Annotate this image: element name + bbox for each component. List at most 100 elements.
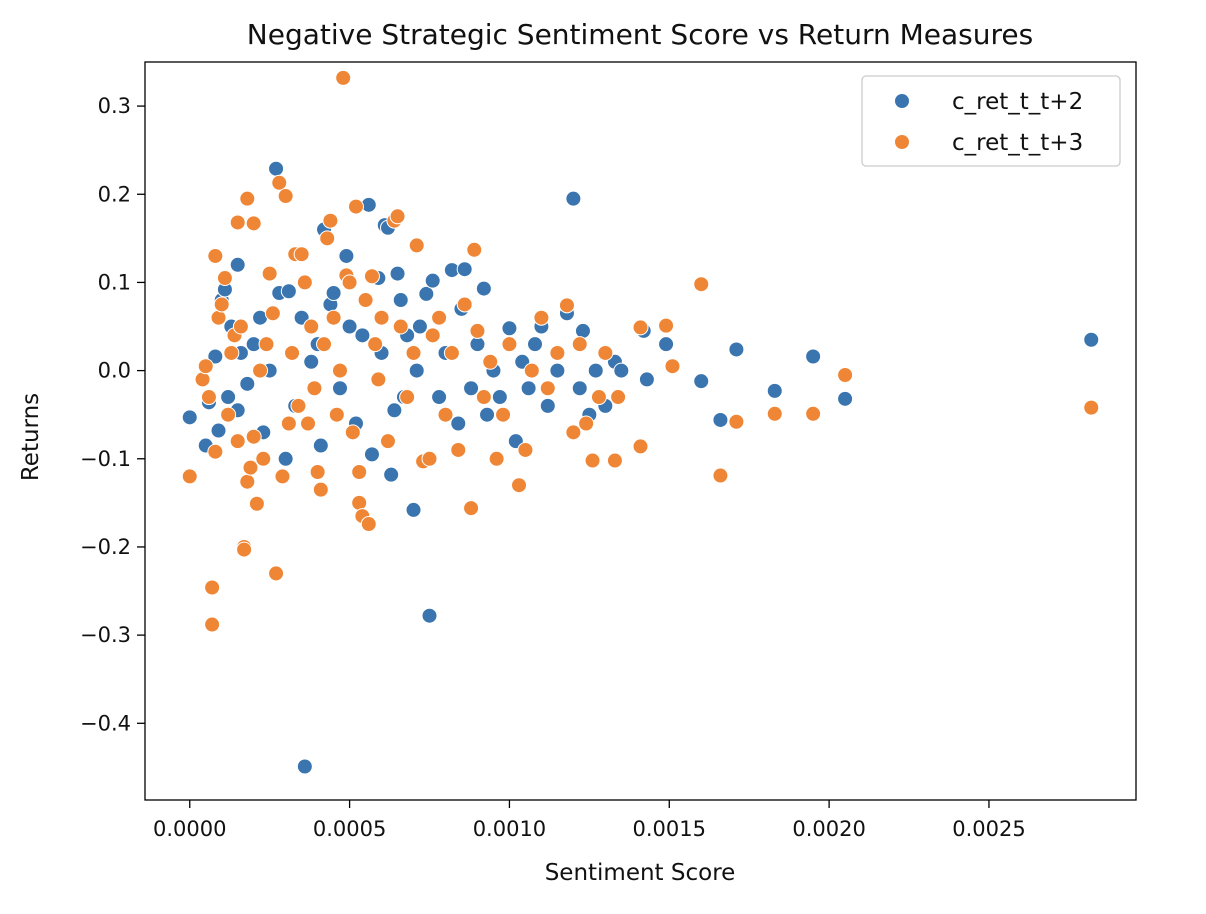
data-point [405, 344, 422, 361]
data-point [501, 336, 518, 353]
data-point [549, 344, 566, 361]
data-point [405, 501, 422, 518]
data-point [456, 296, 473, 313]
data-point [383, 466, 400, 483]
data-point [431, 309, 448, 326]
x-axis: 0.0000 0.0005 0.0010 0.0015 0.0020 0.0025 [153, 800, 1026, 841]
legend-marker-c-ret-t-t-3 [894, 134, 910, 150]
data-point [220, 389, 237, 406]
data-point [712, 411, 729, 428]
data-point [312, 481, 329, 498]
data-point [322, 212, 339, 229]
data-point [443, 344, 460, 361]
y-axis-label: Returns [18, 393, 44, 481]
x-tick-label: 0.0015 [633, 817, 706, 841]
data-point [309, 464, 326, 480]
data-point [408, 362, 425, 379]
data-point [332, 380, 348, 397]
data-point [766, 405, 783, 422]
data-point [351, 464, 368, 480]
data-point [389, 265, 406, 282]
data-point [210, 422, 227, 439]
data-point [332, 362, 348, 379]
data-point [408, 237, 425, 254]
data-point [466, 241, 483, 258]
data-point [431, 389, 448, 406]
data-point [571, 380, 588, 397]
data-point [319, 230, 336, 247]
data-point [590, 389, 607, 406]
data-point [837, 367, 854, 384]
y-tick-label: −0.3 [80, 623, 131, 647]
x-tick-label: 0.0005 [313, 817, 386, 841]
data-point [424, 327, 441, 344]
data-point [638, 371, 655, 388]
data-point [303, 318, 320, 335]
plot-area [144, 61, 1137, 801]
data-point [245, 215, 262, 232]
data-point [274, 468, 291, 485]
x-tick-label: 0.0010 [473, 817, 546, 841]
data-point [181, 409, 198, 426]
x-tick-label: 0.0020 [792, 817, 865, 841]
data-point [501, 320, 518, 337]
data-point [606, 452, 623, 469]
series-2 [181, 69, 1100, 633]
data-point [207, 443, 224, 460]
data-point [341, 318, 358, 335]
y-axis: −0.4 −0.3 −0.2 −0.1 0.0 0.1 0.2 0.3 [80, 94, 145, 735]
y-tick-label: 0.0 [98, 359, 131, 383]
data-point [658, 336, 675, 353]
data-point [357, 292, 374, 309]
data-point [578, 415, 595, 432]
data-point [213, 296, 230, 313]
y-tick-label: −0.1 [80, 447, 131, 471]
data-point [255, 450, 272, 467]
data-point [268, 565, 285, 582]
data-point [220, 406, 237, 423]
data-point [252, 362, 269, 379]
data-point [363, 446, 380, 463]
data-point [229, 214, 246, 231]
data-point [216, 270, 233, 287]
data-point [290, 397, 307, 414]
data-point [341, 274, 358, 291]
data-point [280, 415, 297, 432]
data-point [728, 413, 745, 430]
data-point [338, 247, 355, 264]
plot-frame [144, 61, 1137, 801]
data-point [664, 358, 681, 375]
data-point [335, 69, 352, 86]
data-point [475, 389, 492, 406]
data-point [261, 265, 278, 282]
data-point [210, 309, 227, 326]
legend-label-c-ret-t-t-3: c_ret_t_t+3 [952, 130, 1083, 156]
data-point [632, 438, 649, 455]
data-point [242, 459, 259, 476]
data-point [539, 397, 556, 414]
data-point [693, 276, 710, 293]
legend-marker-c-ret-t-t-2 [894, 93, 910, 109]
data-point [271, 174, 288, 191]
data-point [207, 348, 224, 365]
plot-background [145, 62, 1136, 800]
data-point [325, 285, 342, 302]
data-point [421, 607, 438, 624]
data-point [421, 450, 438, 467]
data-point [539, 380, 556, 397]
data-point [1083, 331, 1100, 348]
data-point [347, 198, 364, 215]
data-point [463, 380, 480, 397]
data-point [277, 188, 294, 205]
data-point [574, 322, 591, 339]
series-group [181, 69, 1100, 775]
data-point [303, 353, 320, 370]
data-point [511, 477, 528, 494]
data-point [805, 348, 822, 365]
data-point [239, 473, 256, 490]
data-point [527, 336, 544, 353]
data-point [280, 283, 297, 300]
x-axis-label: Sentiment Score [545, 860, 736, 886]
data-point [194, 371, 211, 388]
data-point [370, 371, 387, 388]
